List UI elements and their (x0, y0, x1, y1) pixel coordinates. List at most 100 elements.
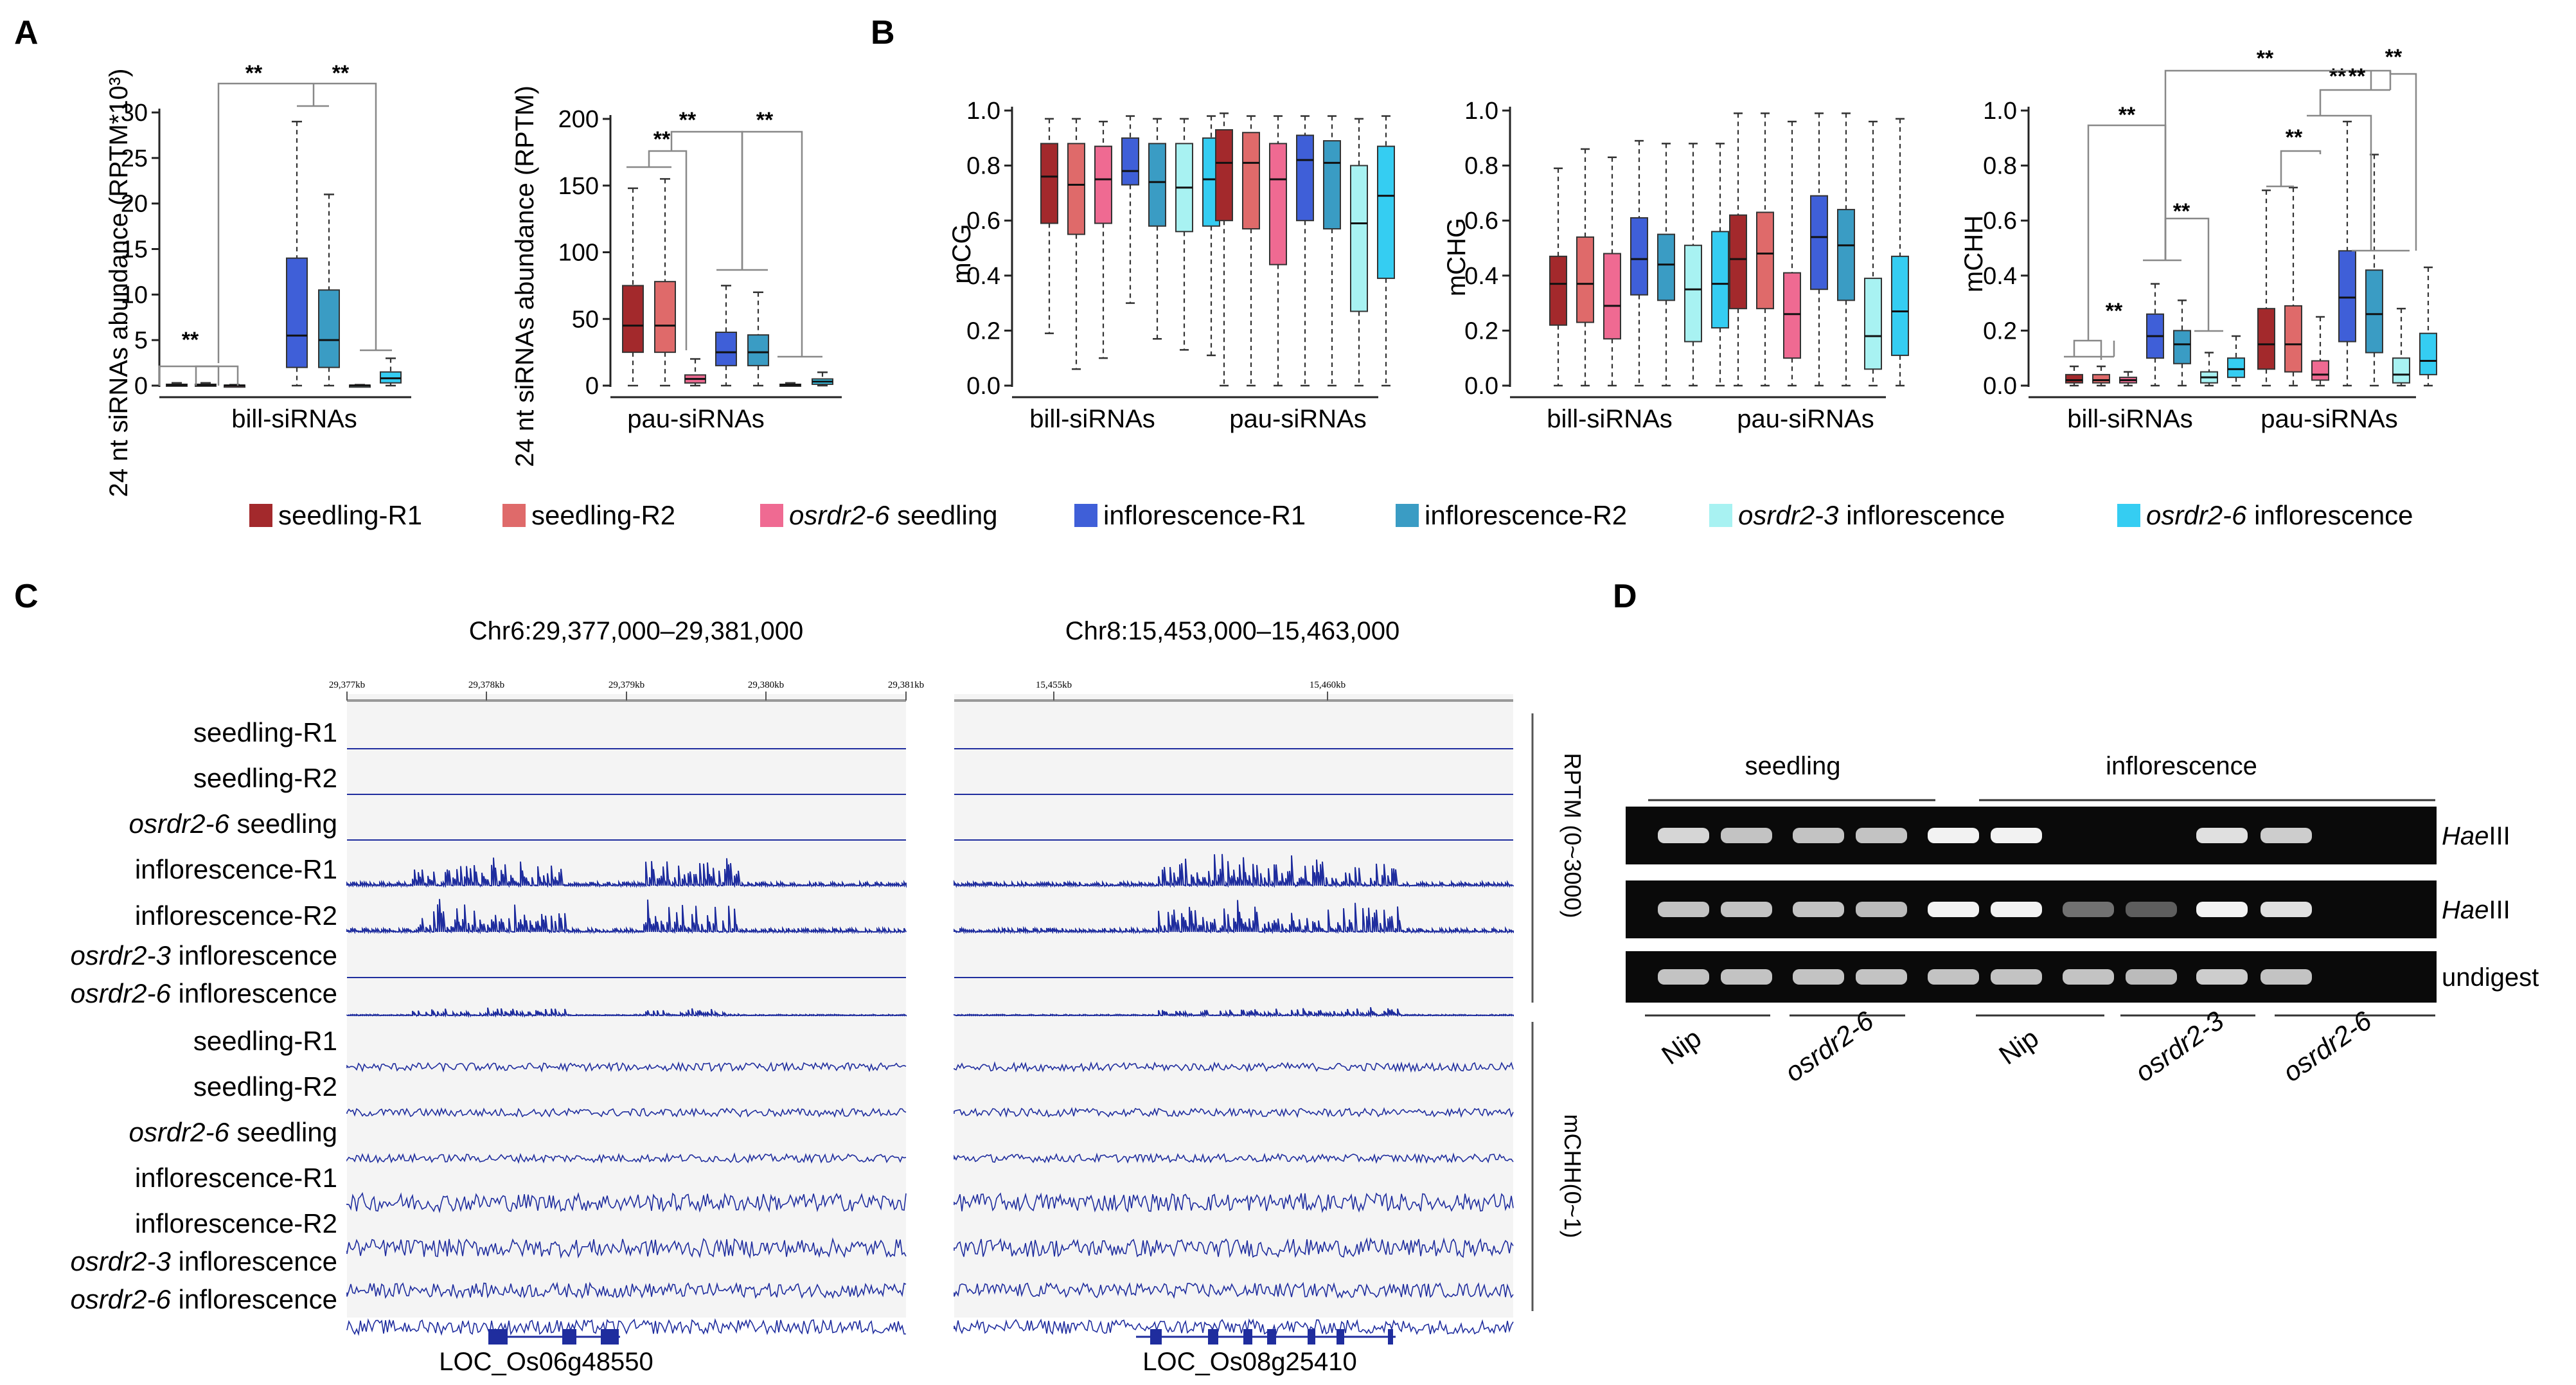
legend-swatch-seedling_r2 (502, 504, 526, 527)
box-seedling_r2 (1576, 236, 1594, 323)
gene-exon (1243, 1329, 1252, 1345)
gel-band (1658, 828, 1709, 843)
sig-stars: ** (332, 61, 350, 85)
legend-label-infl_r2-text: inflorescence-R2 (1425, 500, 1627, 530)
box-osrdr2_3_infl (2392, 357, 2410, 384)
ruler-label: 29,377kb (329, 680, 365, 690)
legend-label-osrdr2_6_infl-italic: osrdr2-6 (2146, 500, 2247, 530)
box-osrdr2_6_infl (2227, 357, 2245, 379)
a1-xlabel: bill-siRNAs (231, 405, 357, 433)
genome-browser-tracks: 29,377kb 29,378kb 29,379kb 29,380kb 29,381kb… (70, 680, 1534, 1345)
box-infl_r1 (1296, 134, 1314, 222)
a1-ylabel: 24 nt siRNAs abundance (RPTM*10³) (105, 69, 133, 497)
ruler-label: 29,378kb (468, 680, 504, 690)
signal-track (954, 1007, 1514, 1018)
track-label-3: inflorescence-R1 (135, 854, 337, 884)
y-tick-label: 0.6 (1464, 208, 1498, 235)
track-label-7: seedling-R1 (193, 1026, 337, 1056)
box-seedling_r2 (1067, 143, 1085, 235)
gel-band (1991, 969, 2042, 985)
b-mchh-group-pau: pau-siRNAs (2261, 405, 2397, 433)
gene-exon (1208, 1329, 1218, 1345)
gel-band (1928, 828, 1979, 843)
box-osrdr2_6_infl (1711, 231, 1729, 329)
legend-label-seedling_r1: seedling-R1 (278, 500, 422, 530)
y-tick-label: 30 (121, 100, 148, 127)
b-mcg-group-pau: pau-siRNAs (1229, 405, 1366, 433)
gel-row-label-2: undigest (2442, 963, 2539, 992)
box-seedling_r2 (1242, 132, 1260, 230)
chart-a-bill-sirnas: 30 25 20 15 10 5 0 ** ** ** (121, 61, 411, 400)
legend-swatch-osrdr2_6_infl (2117, 504, 2140, 527)
track-label-4: inflorescence-R2 (135, 900, 337, 931)
gene-exon (601, 1329, 619, 1345)
box-osrdr2_3_infl (1350, 165, 1368, 312)
box-osrdr2_6_seedling (2311, 360, 2329, 381)
sig-bracket (2389, 71, 2417, 251)
track-label-11-text: inflorescence-R2 (135, 1208, 337, 1238)
y-tick-label: 0.4 (966, 263, 1000, 290)
signal-track (346, 1107, 907, 1118)
c-scale-rptm: RPTM (0~3000) (1559, 753, 1586, 918)
box-infl_r2 (2365, 269, 2383, 353)
gel-band (1991, 828, 2042, 843)
gel-band (2063, 969, 2114, 985)
box-seedling_r2 (654, 281, 676, 353)
lane-label-3: osrdr2-3 (2129, 1005, 2229, 1087)
lane-label-0: Nip (1656, 1023, 1707, 1071)
track-label-6-text: inflorescence (171, 978, 337, 1008)
box-seedling_r1 (1729, 214, 1747, 310)
box-osrdr2_6_seedling (1269, 143, 1287, 265)
b-mchg-group-bill: bill-siRNAs (1547, 405, 1673, 433)
b-mcg-group-bill: bill-siRNAs (1029, 405, 1155, 433)
box-infl_r1 (715, 332, 737, 366)
legend-label-osrdr2_3_infl-italic: osrdr2-3 (1738, 500, 1838, 530)
sig-stars: ** (182, 328, 199, 352)
track-label-9-italic: osrdr2-6 (129, 1117, 229, 1147)
legend-label-infl_r2: inflorescence-R2 (1425, 500, 1627, 530)
b-mcg-ylabel: mCG (948, 224, 976, 283)
gel-band (2063, 902, 2114, 917)
panel-label-a: A (14, 14, 39, 51)
legend-label-infl_r1: inflorescence-R1 (1103, 500, 1306, 530)
gel-band (2196, 969, 2248, 985)
box-seedling_r1 (2065, 373, 2083, 384)
b-mchg-group-pau: pau-siRNAs (1737, 405, 1874, 433)
y-tick-label: 5 (134, 327, 148, 354)
panel-label-b: B (871, 14, 895, 51)
y-tick-label: 1.0 (966, 98, 1000, 125)
y-tick-label: 0 (585, 373, 599, 400)
sig-stars: ** (2106, 299, 2123, 323)
track-label-3-text: inflorescence-R1 (135, 854, 337, 884)
signal-track (954, 1192, 1514, 1213)
box-osrdr2_6_infl (1891, 255, 1909, 356)
y-tick-label: 0.8 (1464, 153, 1498, 180)
sig-bracket (195, 365, 239, 386)
signal-track (346, 857, 907, 888)
legend-label-seedling_r2: seedling-R2 (531, 500, 675, 530)
y-tick-label: 0.2 (1983, 317, 2017, 344)
sig-stars: ** (653, 127, 671, 152)
track-panel-bg (347, 694, 906, 1318)
track-label-8: seedling-R2 (193, 1071, 337, 1102)
track-label-12-text: inflorescence (171, 1246, 337, 1276)
gel-band (1856, 902, 1907, 917)
box-infl_r2 (2173, 330, 2191, 364)
gel-band (2126, 969, 2177, 985)
gel-band (1928, 969, 1979, 985)
box-seedling_r2 (1756, 211, 1774, 310)
box-infl_r2 (1323, 140, 1341, 230)
box-infl_r2 (318, 289, 340, 368)
gene-exon (1388, 1329, 1393, 1345)
signal-track (954, 1318, 1514, 1336)
box-infl_r1 (1121, 137, 1139, 186)
sig-bracket (2164, 69, 2392, 260)
track-label-13: osrdr2-6 inflorescence (70, 1284, 337, 1314)
sig-bracket (670, 130, 743, 270)
c-gene1-label: LOC_Os06g48550 (439, 1348, 653, 1376)
box-osrdr2_6_infl (1377, 145, 1395, 280)
legend-label-infl_r1-text: inflorescence-R1 (1103, 500, 1306, 530)
a2-xlabel: pau-siRNAs (627, 405, 764, 433)
gel-band (1991, 902, 2042, 917)
